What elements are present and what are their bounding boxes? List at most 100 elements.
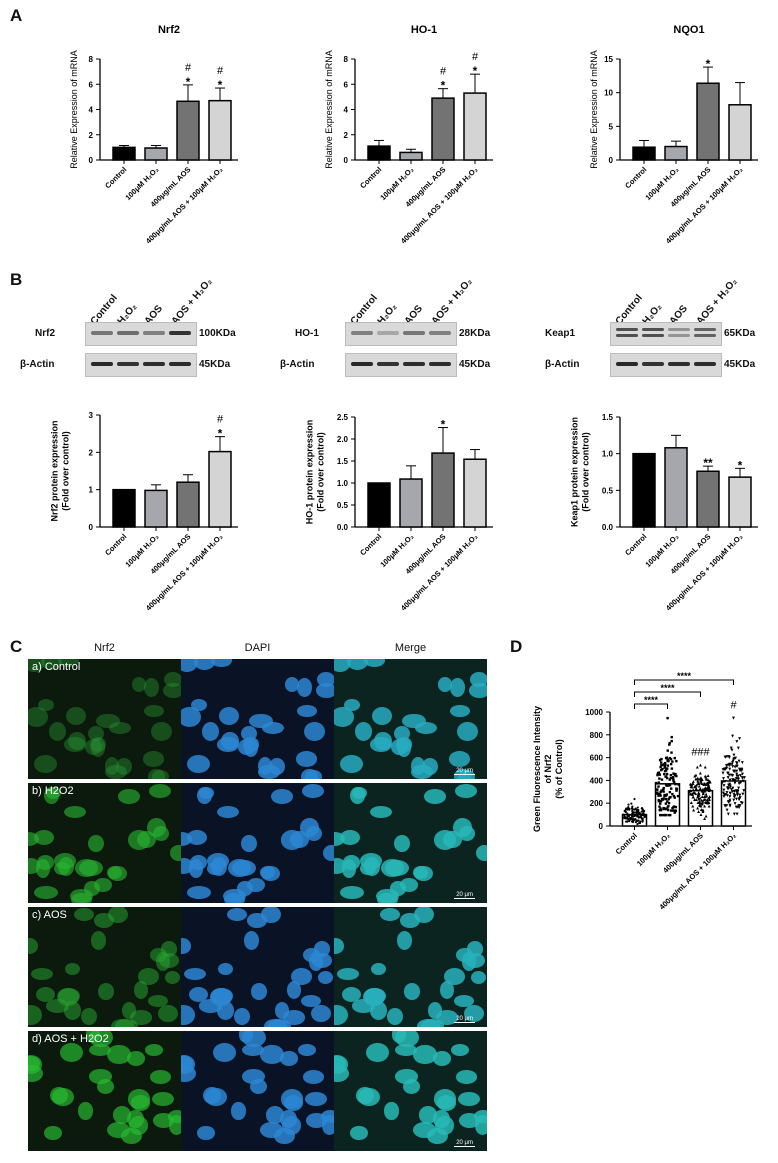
blot-image [345, 353, 457, 377]
svg-text:●: ● [631, 804, 634, 810]
significance-mark: # [440, 66, 447, 78]
svg-text:▲: ▲ [704, 791, 709, 797]
svg-text:■: ■ [672, 776, 675, 782]
svg-text:▲: ▲ [697, 799, 702, 805]
micrograph-nrf2: a) Control [28, 659, 181, 779]
svg-text:▲: ▲ [705, 799, 710, 805]
y-tick-label: 800 [590, 731, 604, 740]
y-tick-label: 8 [89, 55, 94, 64]
significance-mark: * [738, 458, 743, 472]
bar [632, 452, 656, 528]
svg-text:■: ■ [658, 804, 661, 810]
svg-text:▼: ▼ [738, 803, 743, 809]
svg-text:▲: ▲ [698, 779, 703, 785]
svg-text:■: ■ [661, 762, 664, 768]
svg-text:■: ■ [663, 764, 666, 770]
svg-text:▲: ▲ [704, 800, 709, 806]
svg-text:▲: ▲ [692, 784, 697, 790]
svg-text:●: ● [623, 816, 626, 822]
blot-image [610, 353, 722, 377]
svg-text:■: ■ [660, 813, 663, 819]
svg-text:▲: ▲ [706, 784, 711, 790]
svg-text:▲: ▲ [703, 764, 708, 770]
svg-text:●: ● [635, 811, 638, 817]
svg-text:■: ■ [672, 780, 675, 786]
svg-text:●: ● [643, 814, 646, 820]
svg-text:▼: ▼ [726, 783, 731, 789]
svg-text:▲: ▲ [705, 800, 710, 806]
svg-text:▼: ▼ [721, 791, 726, 797]
y-tick-label: 15 [604, 55, 613, 64]
scale-bar: 20 μm [454, 892, 475, 899]
svg-text:●: ● [633, 807, 636, 813]
svg-text:■: ■ [667, 813, 670, 819]
svg-text:▲: ▲ [704, 793, 709, 799]
svg-text:●: ● [630, 811, 633, 817]
y-axis-label: Relative Expression of mRNA [589, 50, 599, 169]
svg-text:■: ■ [663, 765, 666, 771]
svg-text:▼: ▼ [737, 805, 742, 811]
svg-text:▼: ▼ [726, 771, 731, 777]
svg-text:■: ■ [659, 807, 662, 813]
svg-text:▲: ▲ [700, 794, 705, 800]
svg-text:●: ● [626, 819, 629, 825]
y-tick-label: 0.5 [602, 486, 614, 495]
svg-text:●: ● [628, 816, 631, 822]
svg-text:●: ● [631, 812, 634, 818]
svg-text:▲: ▲ [690, 804, 695, 810]
bar [208, 99, 232, 161]
svg-text:●: ● [628, 818, 631, 824]
svg-text:■: ■ [670, 739, 673, 745]
svg-text:▼: ▼ [734, 796, 739, 802]
svg-text:■: ■ [660, 788, 663, 794]
svg-text:▼: ▼ [723, 779, 728, 785]
svg-text:■: ■ [671, 759, 674, 765]
blot-row-label: Keap1 [545, 328, 576, 339]
micrograph-nrf2: c) AOS [28, 907, 181, 1027]
svg-text:■: ■ [656, 787, 659, 793]
svg-text:▼: ▼ [738, 780, 743, 786]
svg-text:▼: ▼ [736, 745, 741, 751]
svg-text:●: ● [633, 817, 636, 823]
svg-text:■: ■ [659, 757, 662, 763]
svg-text:●: ● [630, 819, 633, 825]
svg-text:■: ■ [673, 795, 676, 801]
significance-mark: # [472, 51, 479, 63]
svg-text:●: ● [623, 815, 626, 821]
svg-text:■: ■ [663, 792, 666, 798]
svg-text:▲: ▲ [692, 774, 697, 780]
svg-text:●: ● [638, 810, 641, 816]
svg-text:▲: ▲ [693, 783, 698, 789]
y-axis-label: HO-1 protein expression [305, 420, 315, 525]
svg-text:▼: ▼ [732, 795, 737, 801]
svg-text:■: ■ [665, 792, 668, 798]
svg-text:▲: ▲ [707, 786, 712, 792]
svg-text:▼: ▼ [727, 762, 732, 768]
svg-text:▲: ▲ [707, 796, 712, 802]
svg-text:■: ■ [664, 755, 667, 761]
y-axis-label: (Fold over control) [316, 432, 326, 512]
svg-text:■: ■ [663, 771, 666, 777]
svg-text:▼: ▼ [734, 776, 739, 782]
svg-text:▼: ▼ [737, 766, 742, 772]
svg-text:▼: ▼ [732, 811, 737, 817]
svg-text:▲: ▲ [690, 794, 695, 800]
svg-text:■: ■ [660, 768, 663, 774]
svg-text:■: ■ [666, 758, 669, 764]
svg-text:▲: ▲ [695, 765, 700, 771]
svg-text:■: ■ [675, 759, 678, 765]
svg-text:▼: ▼ [722, 792, 727, 798]
x-category-label: Control [358, 165, 383, 190]
svg-text:●: ● [628, 818, 631, 824]
svg-text:▲: ▲ [699, 798, 704, 804]
svg-text:■: ■ [658, 772, 661, 778]
svg-text:▲: ▲ [697, 800, 702, 806]
blot-image [85, 353, 197, 377]
svg-text:▲: ▲ [691, 790, 696, 796]
svg-text:▼: ▼ [722, 794, 727, 800]
svg-text:●: ● [623, 814, 626, 820]
svg-text:■: ■ [657, 797, 660, 803]
svg-text:■: ■ [666, 758, 669, 764]
svg-text:▲: ▲ [695, 794, 700, 800]
svg-text:▼: ▼ [737, 796, 742, 802]
